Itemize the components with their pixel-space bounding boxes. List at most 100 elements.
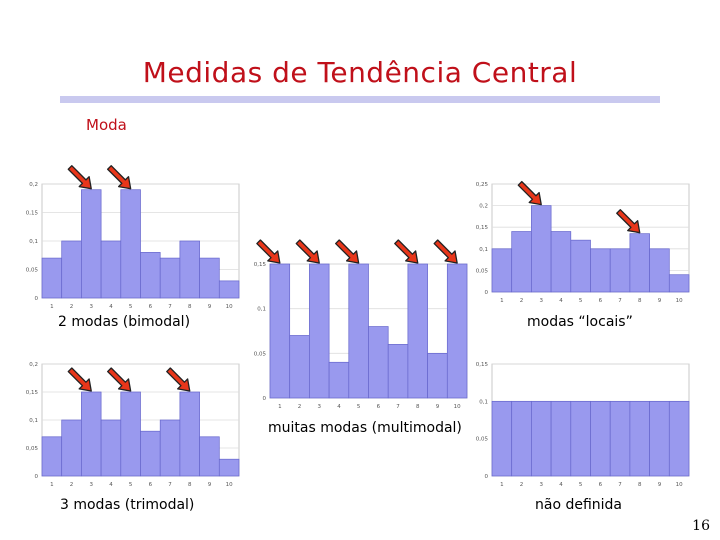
y-tick-label: 0,1 [29,418,38,424]
x-tick-label: 4 [109,482,113,488]
x-tick-label: 5 [357,404,361,410]
mode-arrow [67,367,92,392]
chart-trimodal: 0 0,05 0,1 0,15 0,2 1 2 3 4 5 6 7 8 9 10 [26,362,240,488]
x-tick-label: 4 [109,304,113,310]
y-tick-label: 0 [485,474,489,480]
x-tick-label: 8 [188,304,192,310]
x-tick-label: 10 [676,482,683,488]
y-tick-label: 0,15 [476,225,489,231]
y-tick-label: 0,1 [257,307,266,313]
caption-bimodal: 2 modas (bimodal) [58,314,191,330]
mode-arrow [517,180,542,206]
bar [309,263,330,399]
x-tick-label: 10 [676,298,683,304]
bar [289,335,310,399]
x-tick-label: 6 [149,482,153,488]
x-tick-label: 3 [540,482,544,488]
bar [407,263,428,399]
x-tick-label: 3 [90,304,94,310]
bar [511,400,532,477]
bar [427,352,448,399]
y-tick-label: 0,1 [479,247,488,253]
x-tick-label: 7 [168,482,172,488]
slide-subtitle: Moda [86,116,127,134]
x-tick-label: 7 [168,304,172,310]
mode-arrow [335,239,360,264]
x-tick-label: 1 [500,482,504,488]
mode-arrow-shape [335,239,360,264]
x-tick-label: 2 [70,304,74,310]
x-tick-label: 9 [658,482,662,488]
chart-local-modes: 0 0,05 0,1 0,15 0,2 0,25 1 2 3 4 5 6 7 8 9 10 [476,180,690,304]
x-tick-label: 6 [377,404,381,410]
y-tick-label: 0,15 [26,211,39,217]
bar [140,430,161,477]
mode-arrow [67,165,92,190]
y-tick-label: 0,2 [29,362,38,368]
bar [550,231,572,293]
mode-arrow-shape [107,367,132,392]
x-tick-label: 2 [70,482,74,488]
bar [649,400,670,477]
y-tick-label: 0,2 [29,182,38,188]
y-tick-label: 0,05 [476,437,489,443]
mode-arrow-shape [517,180,542,206]
bar [511,231,532,293]
mode-arrow-shape [67,367,92,392]
x-tick-label: 5 [579,298,583,304]
mode-arrow [433,239,458,264]
y-tick-label: 0,25 [476,182,489,188]
bar [570,400,591,477]
x-tick-label: 4 [337,404,341,410]
caption-multimodal: muitas modas (multimodal) [268,420,462,436]
y-tick-label: 0,05 [254,351,267,357]
bar [41,436,63,477]
slide-title: Medidas de Tendência Central [142,56,578,89]
bar [590,400,611,477]
x-tick-label: 7 [618,298,622,304]
bar [199,257,220,299]
bar [100,240,122,299]
bar [81,391,102,477]
x-tick-label: 3 [540,298,544,304]
bar [668,400,690,477]
x-tick-label: 8 [638,298,642,304]
x-tick-label: 9 [658,298,662,304]
y-tick-label: 0,2 [479,204,488,210]
x-tick-label: 5 [579,482,583,488]
bar [218,458,240,477]
bar [668,274,690,293]
x-tick-label: 1 [50,482,54,488]
x-tick-label: 6 [149,304,153,310]
bar [348,263,369,399]
mode-arrow-shape [394,239,419,264]
bar [140,252,161,299]
bar [179,391,200,477]
bar [120,391,141,477]
bar [179,240,200,299]
bar [81,189,102,299]
x-tick-label: 3 [90,482,94,488]
x-tick-label: 1 [500,298,504,304]
bar [269,263,291,399]
y-tick-label: 0,15 [254,262,267,268]
y-tick-label: 0,1 [479,399,488,405]
y-tick-label: 0 [35,474,39,480]
x-tick-label: 3 [318,404,322,410]
title-underline-bar [60,96,660,103]
bar [159,257,181,299]
x-tick-label: 4 [559,298,563,304]
x-tick-label: 2 [298,404,302,410]
bar [218,280,240,299]
bar [120,189,141,299]
x-tick-label: 8 [188,482,192,488]
x-tick-label: 10 [454,404,461,410]
bar [41,257,63,299]
mode-arrow-shape [166,367,191,392]
chart-multimodal: 0 0,05 0,1 0,15 1 2 3 4 5 6 7 8 9 10 [254,239,468,410]
y-tick-label: 0,1 [29,239,38,245]
x-tick-label: 6 [599,298,603,304]
bar [368,326,389,399]
mode-arrow-shape [67,165,92,190]
bar [531,400,552,477]
